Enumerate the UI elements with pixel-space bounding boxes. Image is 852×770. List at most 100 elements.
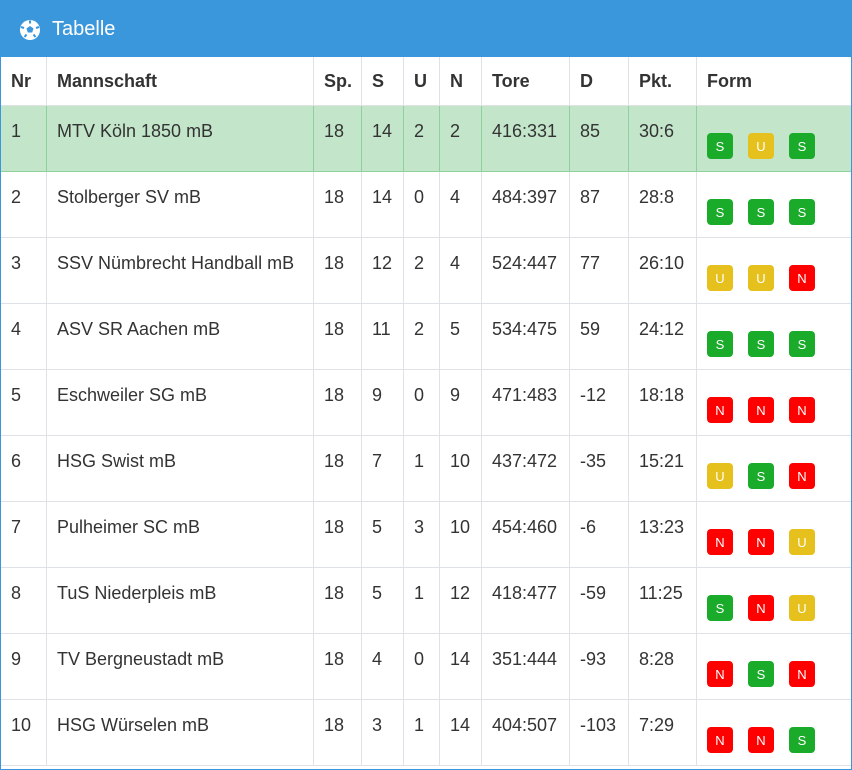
header-row: Nr Mannschaft Sp. S U N Tore D Pkt. Form bbox=[1, 57, 851, 106]
table-cell: 30:6 bbox=[628, 106, 696, 171]
column-header: Mannschaft bbox=[46, 57, 313, 105]
table-cell: TV Bergneustadt mB bbox=[46, 634, 313, 699]
form-badge: S bbox=[748, 199, 774, 225]
table-cell: -93 bbox=[569, 634, 628, 699]
form-badge: N bbox=[707, 529, 733, 555]
form-badge: S bbox=[707, 133, 733, 159]
table-cell: 5 bbox=[439, 304, 481, 369]
table-cell: HSG Swist mB bbox=[46, 436, 313, 501]
table-cell: Stolberger SV mB bbox=[46, 172, 313, 237]
column-header: S bbox=[361, 57, 403, 105]
form-badge: S bbox=[789, 727, 815, 753]
table-cell: 18:18 bbox=[628, 370, 696, 435]
table-row: 2 Stolberger SV mB 18 14 0 4 484:397 87 28:8 S S S bbox=[1, 172, 851, 238]
form-badge: U bbox=[789, 529, 815, 555]
table-cell: 18 bbox=[313, 568, 361, 633]
table-cell: -12 bbox=[569, 370, 628, 435]
form-badge: S bbox=[707, 595, 733, 621]
form-badge: S bbox=[748, 463, 774, 489]
table-cell: 10 bbox=[439, 502, 481, 567]
form-badge: U bbox=[789, 595, 815, 621]
form-badge: N bbox=[789, 265, 815, 291]
table-cell: 5 bbox=[361, 568, 403, 633]
table-cell: 18 bbox=[313, 700, 361, 765]
table-cell: 2 bbox=[403, 304, 439, 369]
table-cell: 3 bbox=[361, 700, 403, 765]
table-row: 4 ASV SR Aachen mB 18 11 2 5 534:475 59 24:12 S S S bbox=[1, 304, 851, 370]
table-cell: 2 bbox=[403, 238, 439, 303]
table-row: 8 TuS Niederpleis mB 18 5 1 12 418:477 -59 11:25… bbox=[1, 568, 851, 634]
table-cell: MTV Köln 1850 mB bbox=[46, 106, 313, 171]
table-cell: 11 bbox=[361, 304, 403, 369]
table-row: 1 MTV Köln 1850 mB 18 14 2 2 416:331 85 30:6 S U S bbox=[1, 106, 851, 172]
column-header: Nr bbox=[11, 71, 32, 91]
form-badge: U bbox=[707, 463, 733, 489]
table-cell: Eschweiler SG mB bbox=[46, 370, 313, 435]
table-cell: 2 bbox=[439, 106, 481, 171]
table-cell: 2 bbox=[11, 187, 22, 207]
table-cell: 12 bbox=[361, 238, 403, 303]
table-cell: 534:475 bbox=[481, 304, 569, 369]
table-cell: 26:10 bbox=[628, 238, 696, 303]
table-cell: 12 bbox=[439, 568, 481, 633]
form-badge: N bbox=[789, 661, 815, 687]
form-badge: S bbox=[789, 133, 815, 159]
panel-header: Tabelle bbox=[1, 1, 851, 57]
table-cell: 18 bbox=[313, 634, 361, 699]
table-cell: 9 bbox=[11, 649, 22, 669]
table-cell: 6 bbox=[11, 451, 22, 471]
table-cell: 2 bbox=[403, 106, 439, 171]
table-cell: 18 bbox=[313, 106, 361, 171]
form-badge: N bbox=[707, 661, 733, 687]
table-cell: 1 bbox=[11, 121, 22, 141]
column-header: Tore bbox=[481, 57, 569, 105]
form-badge: N bbox=[748, 727, 774, 753]
table-cell: 1 bbox=[403, 700, 439, 765]
table-cell: HSG Würselen mB bbox=[46, 700, 313, 765]
table-row: 3 SSV Nümbrecht Handball mB 18 12 2 4 524:447 7… bbox=[1, 238, 851, 304]
table-cell: -103 bbox=[569, 700, 628, 765]
table-cell: 416:331 bbox=[481, 106, 569, 171]
table-cell: 28:8 bbox=[628, 172, 696, 237]
table-cell: 14 bbox=[439, 634, 481, 699]
table-cell: 1 bbox=[403, 568, 439, 633]
table-cell: 8 bbox=[11, 583, 22, 603]
column-header: Sp. bbox=[313, 57, 361, 105]
table-cell: 5 bbox=[11, 385, 22, 405]
table-cell: 8:28 bbox=[628, 634, 696, 699]
table-cell: 4 bbox=[439, 238, 481, 303]
form-badge: U bbox=[748, 133, 774, 159]
table-cell: 404:507 bbox=[481, 700, 569, 765]
column-header: D bbox=[569, 57, 628, 105]
table-cell: 10 bbox=[439, 436, 481, 501]
panel-title: Tabelle bbox=[52, 18, 116, 40]
table-cell: 471:483 bbox=[481, 370, 569, 435]
table-cell: 18 bbox=[313, 304, 361, 369]
table-cell: 18 bbox=[313, 502, 361, 567]
table-cell: 484:397 bbox=[481, 172, 569, 237]
table-cell: -59 bbox=[569, 568, 628, 633]
table-row: 5 Eschweiler SG mB 18 9 0 9 471:483 -12 18:18 N N N bbox=[1, 370, 851, 436]
table-cell: 7 bbox=[11, 517, 22, 537]
table-cell: 18 bbox=[313, 172, 361, 237]
table-cell: 14 bbox=[361, 106, 403, 171]
form-badge: N bbox=[707, 727, 733, 753]
form-badge: S bbox=[789, 199, 815, 225]
table-cell: 24:12 bbox=[628, 304, 696, 369]
table-cell: 18 bbox=[313, 238, 361, 303]
form-badge: N bbox=[789, 397, 815, 423]
table-cell: 4 bbox=[439, 172, 481, 237]
